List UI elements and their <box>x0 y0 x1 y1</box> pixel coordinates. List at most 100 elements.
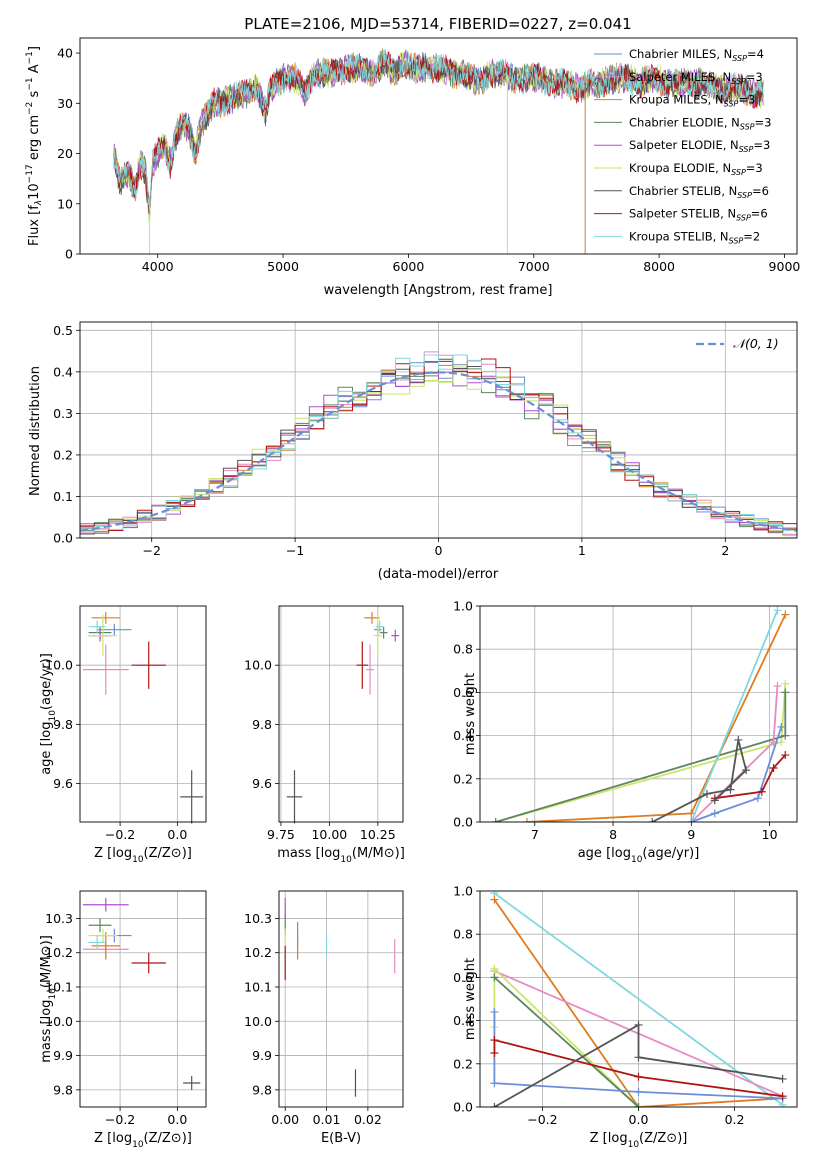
massage-xtick-label: 9.75 <box>267 827 295 842</box>
hist-ytick-label: 0.3 <box>53 406 73 421</box>
agemw-ytick-label: 0.0 <box>453 815 473 830</box>
legend-label: Kroupa MILES, NSSP=3 <box>629 93 755 109</box>
zmw-series-marker <box>778 1074 787 1083</box>
spectrum-line <box>113 52 764 215</box>
agemw-ytick-label: 0.6 <box>453 685 473 700</box>
zage-xlabel: Z [log10(Z/Z⊙)] <box>94 846 192 865</box>
spectrum-line <box>113 51 764 222</box>
agemw-ytick-label: 0.2 <box>453 771 473 786</box>
agemw-xtick-label: 10 <box>762 827 778 842</box>
spectrum-ytick-label: 20 <box>57 146 73 161</box>
spectrum-ylabel: Flux [fλ10−17 erg cm−2 s−1 A−1] <box>25 46 44 246</box>
agemw-series-marker <box>781 610 790 619</box>
zmw-series-marker <box>634 1020 643 1029</box>
zmass-ylabel: mass [log10(M/M⊙)] <box>39 935 58 1063</box>
legend-label: Kroupa ELODIE, NSSP=3 <box>629 161 763 177</box>
ebvmass-ytick-label: 9.9 <box>252 1048 272 1063</box>
agemw-series-marker <box>710 796 719 805</box>
agemw-xtick-label: 7 <box>531 827 539 842</box>
figure-title: PLATE=2106, MJD=53714, FIBERID=0227, z=0… <box>244 15 631 33</box>
zage-ytick-label: 9.6 <box>53 776 73 791</box>
gaussian-legend-label: 𝒩(0, 1) <box>733 336 779 351</box>
massage-ytick-label: 10.0 <box>244 658 272 673</box>
massage-plot-area <box>286 611 400 824</box>
agemw-series-marker <box>687 818 696 822</box>
spectrum-ytick-label: 30 <box>57 96 73 111</box>
spectrum-xtick-label: 8000 <box>643 259 675 274</box>
zmass-xtick-label: 0.0 <box>167 1112 187 1127</box>
hist-plot-area <box>80 351 797 538</box>
zmw-series-marker <box>490 964 499 973</box>
gaussian-curve <box>80 371 797 532</box>
zmass-ytick-label: 10.3 <box>45 911 73 926</box>
hist-ytick-label: 0.0 <box>53 531 73 546</box>
zmw-series-marker <box>490 895 499 904</box>
agemw-ytick-label: 0.8 <box>453 642 473 657</box>
agemw-series-marker <box>769 764 778 772</box>
agemw-series-marker <box>753 794 762 803</box>
spectrum-line <box>113 51 764 213</box>
agemw-axes: 7 8 9 10 0.0 0.2 0.4 0.6 0.8 1.0 <box>453 599 797 842</box>
massage-grid <box>279 606 403 822</box>
zmass-axes: −0.2 0.0 9.8 9.9 10.0 10.1 10.2 10.3 <box>45 891 206 1127</box>
zage-axes: −0.2 0.0 9.6 9.8 10.0 <box>45 606 206 842</box>
zmass-xlabel: Z [log10(Z/Z⊙)] <box>94 1131 192 1150</box>
legend-label: Chabrier STELIB, NSSP=6 <box>629 184 769 200</box>
hist-xtick-label: 2 <box>721 543 729 558</box>
agemw-series-line <box>690 726 783 822</box>
ebvmass-axes: 0.00 0.01 0.02 9.8 9.9 10.0 10.1 10.2 10.3 <box>244 891 403 1127</box>
zmw-series-marker <box>634 1087 643 1096</box>
zmw-series-marker <box>490 1007 499 1016</box>
spectrum-ytick-label: 40 <box>57 46 73 61</box>
massage-xtick-label: 10.25 <box>360 827 396 842</box>
agemw-series-marker <box>726 785 735 794</box>
zmw-ytick-label: 0.6 <box>453 970 473 985</box>
spectrum-line <box>113 49 764 213</box>
ebvmass-ytick-label: 10.0 <box>244 1014 272 1029</box>
zage-xtick-label: −0.2 <box>105 827 135 842</box>
hist-axes: −2 −1 0 1 2 0.0 0.1 0.2 0.3 0.4 0.5 <box>53 322 797 558</box>
agemw-series-marker <box>648 818 657 822</box>
massage-xtick-label: 10.00 <box>311 827 347 842</box>
zage-ytick-label: 9.8 <box>53 717 73 732</box>
zmw-series-marker <box>634 1053 643 1062</box>
zmw-ylabel: mass weight <box>463 958 478 1040</box>
hist-frame <box>79 321 798 539</box>
spectrum-ytick-label: 0 <box>65 247 73 262</box>
agemw-series-line <box>690 685 779 822</box>
hist-xlabel: (data-model)/error <box>378 567 499 582</box>
zmass-plot-area <box>82 897 201 1090</box>
zmass-ytick-label: 10.2 <box>45 945 73 960</box>
agemw-plot-area <box>491 606 790 822</box>
ebvmass-ytick-label: 10.2 <box>244 945 272 960</box>
legend-label: Kroupa STELIB, NSSP=2 <box>629 229 760 245</box>
spectrum-xlabel: wavelength [Angstrom, rest frame] <box>324 283 553 298</box>
zage-xtick-label: 0.0 <box>167 827 187 842</box>
zmw-series-marker <box>490 1036 499 1045</box>
hist-ytick-label: 0.4 <box>53 364 73 379</box>
zmw-xtick-label: 0.0 <box>629 1112 649 1127</box>
agemw-frame <box>479 605 798 823</box>
agemw-ytick-label: 0.4 <box>453 728 473 743</box>
zmass-ytick-label: 10.1 <box>45 980 73 995</box>
zmw-series-line <box>493 976 640 1107</box>
zmw-ytick-label: 0.4 <box>453 1013 473 1028</box>
agemw-grid <box>480 605 797 823</box>
hist-xtick-label: −2 <box>142 543 160 558</box>
ebvmass-ytick-label: 10.3 <box>244 911 272 926</box>
zmw-series-line <box>493 899 783 1107</box>
ebvmass-ytick-label: 9.8 <box>252 1082 272 1097</box>
agemw-series-marker <box>781 751 790 760</box>
zmw-xlabel: Z [log10(Z/Z⊙)] <box>590 1131 688 1150</box>
zmass-ytick-label: 10.0 <box>45 1014 73 1029</box>
agemw-series-marker <box>777 738 786 747</box>
zmass-frame <box>79 890 207 1108</box>
zmw-xtick-label: −0.2 <box>527 1112 557 1127</box>
agemw-series-marker <box>777 722 786 731</box>
agemw-series-marker <box>781 731 790 740</box>
zmw-series-line <box>493 892 784 1106</box>
ebvmass-xtick-label: 0.00 <box>271 1112 299 1127</box>
zmw-ytick-label: 0.8 <box>453 927 473 942</box>
zmw-series-marker <box>634 1103 643 1107</box>
